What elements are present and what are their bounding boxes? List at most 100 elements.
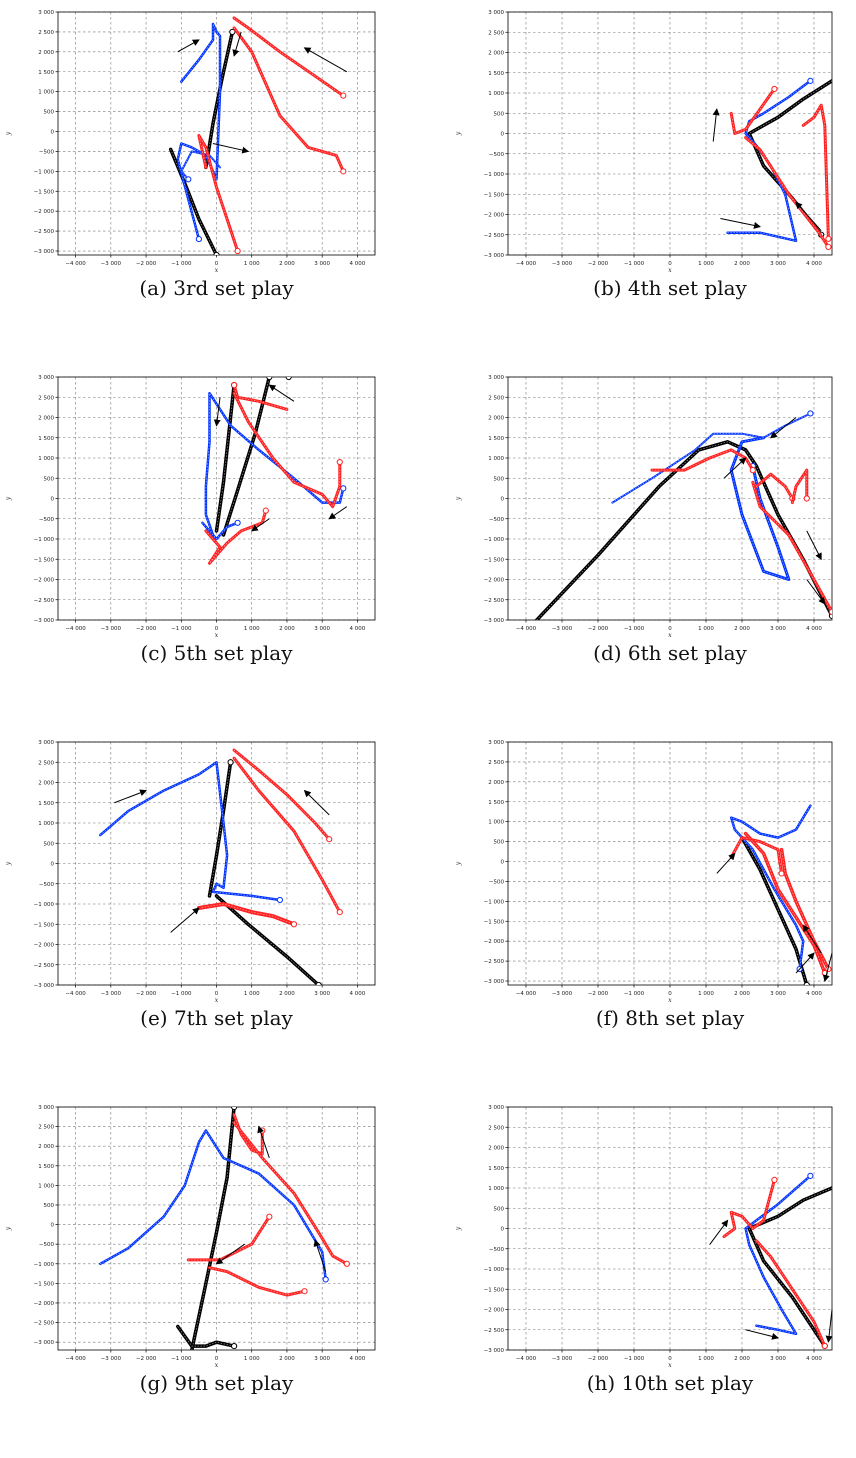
series-group bbox=[99, 1107, 350, 1350]
trajectory-marker-texture bbox=[745, 833, 826, 974]
trajectory-marker-texture bbox=[730, 837, 782, 874]
y-tick-label: 1 000 bbox=[488, 91, 504, 97]
trajectory-line bbox=[221, 377, 272, 537]
direction-arrow bbox=[213, 397, 221, 427]
y-tick-label: −1 500 bbox=[484, 1287, 505, 1293]
trajectory-line bbox=[214, 894, 321, 985]
y-tick-label: 2 500 bbox=[488, 760, 504, 766]
direction-arrow bbox=[212, 142, 250, 154]
series-group bbox=[99, 748, 343, 985]
y-tick-label: 3 000 bbox=[38, 10, 54, 16]
x-axis-label: x bbox=[668, 997, 672, 1004]
trajectory-endpoint bbox=[213, 251, 220, 255]
x-tick-label: 0 bbox=[668, 991, 672, 997]
plot-frame bbox=[507, 741, 833, 986]
x-tick-label: 0 bbox=[215, 991, 219, 997]
y-tick-label: −2 000 bbox=[34, 578, 55, 584]
direction-arrow bbox=[745, 1329, 779, 1340]
y-tick-label: 500 bbox=[44, 841, 55, 847]
x-tick-label: 2 000 bbox=[734, 991, 750, 997]
direction-arrow bbox=[709, 1219, 729, 1245]
y-tick-label: 3 000 bbox=[38, 1105, 54, 1111]
direction-arrow bbox=[723, 457, 747, 479]
trajectory-marker-texture bbox=[756, 473, 793, 499]
x-tick-label: 2 000 bbox=[734, 626, 750, 632]
y-tick-label: −1 000 bbox=[34, 1262, 55, 1268]
y-tick-label: 1 500 bbox=[38, 801, 54, 807]
trajectory-endpoint bbox=[340, 92, 347, 99]
trajectory-endpoint bbox=[262, 507, 269, 514]
trajectory-marker-texture bbox=[198, 135, 238, 252]
y-tick-label: −1 500 bbox=[34, 189, 55, 195]
x-tick-label: −3 000 bbox=[552, 991, 573, 997]
trajectory-line bbox=[176, 1324, 236, 1348]
y-tick-label: 1 500 bbox=[38, 70, 54, 76]
x-tick-label: −2 000 bbox=[136, 991, 157, 997]
x-tick-label: −3 000 bbox=[101, 1356, 122, 1362]
direction-arrow bbox=[170, 907, 200, 933]
x-tick-label: 2 000 bbox=[279, 261, 295, 267]
x-tick-label: −1 000 bbox=[624, 1356, 645, 1362]
direction-arrow bbox=[232, 31, 242, 57]
y-tick-label: 1 500 bbox=[488, 71, 504, 77]
direction-arrow bbox=[114, 789, 147, 804]
x-tick-label: 1 000 bbox=[244, 626, 260, 632]
series-group bbox=[168, 16, 347, 255]
trajectory-endpoint bbox=[276, 896, 283, 904]
direction-arrow bbox=[303, 789, 330, 816]
subplot-1: −4 000 −3 000 −2 000 −1 000 0 1 000 2 000 3 000… bbox=[5, 10, 376, 300]
direction-arrow bbox=[770, 417, 797, 439]
x-tick-label: 1 000 bbox=[698, 991, 714, 997]
subplot-2: −4 000 −3 000 −2 000 −1 000 0 1 000 2 000 3 000… bbox=[455, 10, 833, 300]
trajectory-marker-texture bbox=[781, 849, 829, 970]
x-axis-label: x bbox=[668, 632, 672, 639]
direction-arrow bbox=[177, 39, 200, 53]
series-group bbox=[535, 410, 832, 620]
trajectory-line bbox=[99, 761, 282, 902]
x-tick-label: 0 bbox=[668, 626, 672, 632]
y-tick-label: 2 500 bbox=[38, 30, 54, 36]
x-axis-label: x bbox=[215, 267, 219, 274]
subplot-3: −4 000 −3 000 −2 000 −1 000 0 1 000 2 000 3 000… bbox=[5, 375, 376, 665]
x-tick-label: 1 000 bbox=[244, 261, 260, 267]
trajectory-endpoint bbox=[749, 467, 756, 474]
x-tick-label: 3 000 bbox=[770, 991, 786, 997]
trajectory-marker-texture bbox=[170, 149, 217, 255]
subplot-caption: (d) 6th set play bbox=[593, 641, 747, 665]
subplot-caption: (e) 7th set play bbox=[140, 1006, 293, 1030]
x-tick-label: 3 000 bbox=[770, 1356, 786, 1362]
x-axis-label: x bbox=[215, 1362, 219, 1369]
subplot-caption: (f) 8th set play bbox=[596, 1006, 745, 1030]
x-tick-label: 2 000 bbox=[279, 991, 295, 997]
y-tick-label: −500 bbox=[39, 517, 55, 523]
trajectory-line bbox=[743, 831, 827, 975]
x-axis-label: x bbox=[668, 267, 672, 274]
trajectory-marker-texture bbox=[198, 903, 295, 925]
trajectory-marker-texture bbox=[233, 757, 341, 913]
trajectory-marker-texture bbox=[216, 384, 235, 532]
trajectory-marker-texture bbox=[730, 437, 790, 580]
trajectory-marker-texture bbox=[233, 27, 344, 172]
trajectory-marker-texture bbox=[741, 837, 808, 985]
trajectory-marker-texture bbox=[651, 449, 754, 471]
trajectory-endpoint bbox=[266, 377, 273, 381]
x-tick-label: 3 000 bbox=[314, 1356, 330, 1362]
y-tick-label: 2 000 bbox=[488, 416, 504, 422]
series-group bbox=[722, 1172, 832, 1350]
trajectory-endpoint bbox=[227, 759, 234, 766]
direction-arrow bbox=[303, 47, 348, 73]
plot-frame bbox=[507, 11, 833, 256]
trajectory-line bbox=[232, 1113, 264, 1156]
x-tick-label: −2 000 bbox=[588, 626, 609, 632]
x-tick-label: 0 bbox=[215, 1356, 219, 1362]
y-tick-label: −3 000 bbox=[484, 1348, 505, 1354]
direction-arrow bbox=[716, 852, 736, 874]
subplot-caption: (h) 10th set play bbox=[587, 1371, 754, 1395]
trajectory-marker-texture bbox=[748, 1187, 832, 1347]
trajectory-endpoint bbox=[343, 1260, 350, 1267]
trajectory-endpoint bbox=[231, 1107, 238, 1111]
y-tick-label: −1 500 bbox=[34, 1281, 55, 1287]
x-tick-label: 4 000 bbox=[806, 1356, 822, 1362]
x-tick-label: −4 000 bbox=[65, 626, 86, 632]
